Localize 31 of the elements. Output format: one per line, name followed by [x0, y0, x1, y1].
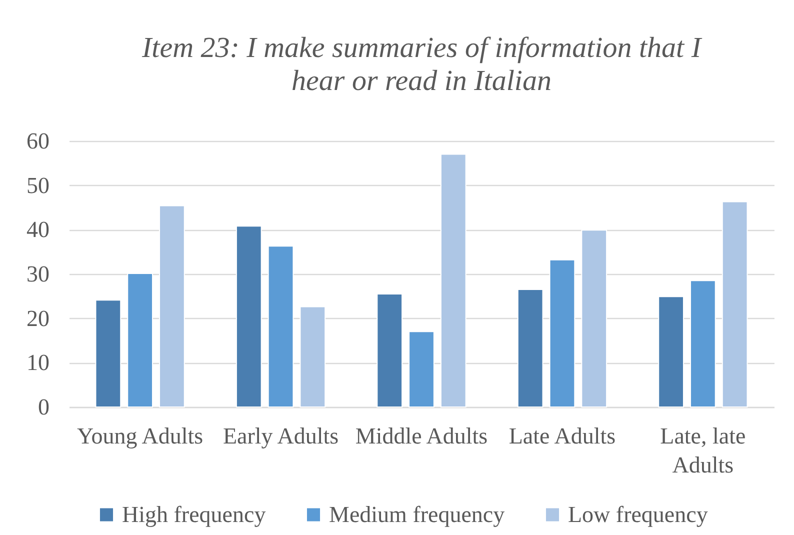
bar [376, 293, 403, 408]
y-tick-label: 50 [26, 172, 50, 198]
y-tick-label: 10 [26, 350, 50, 376]
bar [690, 280, 716, 408]
y-tick-label: 20 [26, 306, 50, 331]
legend-label: High frequency [122, 502, 266, 527]
x-tick-label: Early Adults [222, 424, 339, 448]
bar [658, 296, 684, 408]
bar [408, 331, 434, 408]
legend-label: Low frequency [568, 502, 708, 527]
x-tick-label: Young Adults [76, 424, 204, 448]
bar [517, 289, 544, 408]
y-tick-label: 60 [26, 128, 50, 154]
bar [95, 300, 122, 408]
bar [159, 205, 185, 408]
y-tick-label: 30 [26, 262, 50, 286]
x-tick-label: Late Adults [508, 424, 616, 448]
y-tick-label: 0 [38, 394, 50, 420]
legend-label: Medium frequency [329, 502, 506, 527]
bar [300, 306, 326, 408]
bar [127, 273, 153, 408]
bar [268, 246, 294, 408]
bar [581, 230, 608, 408]
bar [236, 226, 262, 408]
chart-title: Item 23: I make summaries of information that I hear or read in Italian [141, 32, 702, 97]
bar [722, 201, 748, 408]
y-tick-label: 40 [26, 217, 50, 242]
bar [549, 259, 576, 408]
x-tick-label: Middle Adults [355, 424, 488, 448]
x-tick-label: Late, late Adults [660, 424, 746, 478]
bar [440, 154, 466, 408]
